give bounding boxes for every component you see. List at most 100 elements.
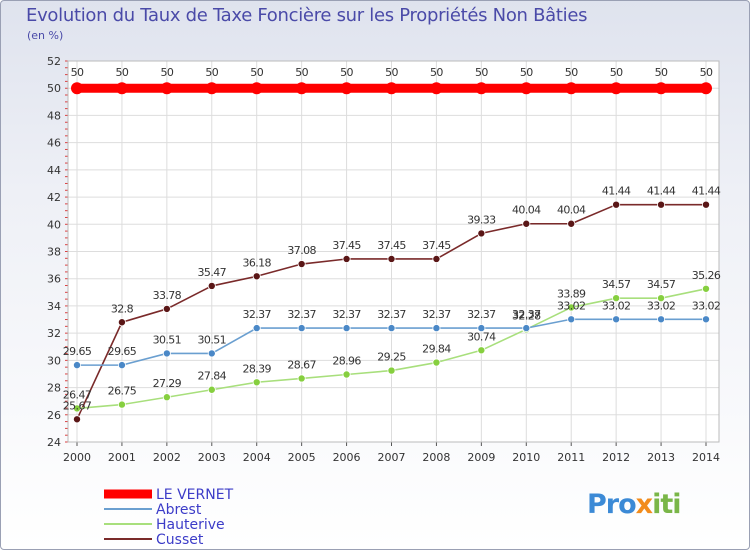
- data-point: [71, 82, 83, 95]
- y-tick-label: 28: [47, 382, 61, 395]
- data-label: 50: [295, 66, 308, 79]
- legend-label: Cusset: [156, 532, 204, 548]
- data-label: 50: [700, 66, 713, 79]
- data-point: [162, 393, 171, 402]
- data-label: 50: [565, 66, 578, 79]
- data-label: 29.65: [108, 345, 137, 358]
- y-tick-label: 36: [47, 273, 61, 286]
- x-tick-label: 2010: [512, 451, 540, 464]
- data-label: 40.04: [512, 204, 541, 217]
- data-point: [340, 82, 353, 95]
- x-tick-label: 2011: [557, 451, 585, 464]
- data-label: 41.44: [647, 185, 676, 198]
- logo-part: x: [635, 489, 653, 520]
- data-point: [657, 200, 666, 209]
- data-point: [477, 346, 486, 355]
- data-label: 33.02: [647, 299, 676, 312]
- data-label: 33.78: [153, 289, 182, 302]
- data-label: 33.02: [602, 299, 631, 312]
- data-point: [73, 361, 82, 370]
- data-label: 33.02: [557, 299, 586, 312]
- data-point: [207, 385, 216, 394]
- data-point: [117, 400, 126, 409]
- data-point: [567, 303, 576, 312]
- unit-label: (en %): [27, 29, 64, 42]
- data-label: 41.44: [602, 185, 631, 198]
- data-point: [657, 315, 666, 324]
- y-tick-label: 44: [47, 164, 61, 177]
- y-tick-label: 30: [47, 354, 61, 367]
- data-point: [612, 315, 621, 324]
- y-tick-label: 48: [47, 109, 61, 122]
- data-point: [252, 378, 261, 387]
- data-point: [565, 82, 578, 95]
- data-point: [250, 82, 263, 95]
- data-label: 50: [430, 66, 443, 79]
- data-label: 50: [520, 66, 533, 79]
- x-tick-label: 2012: [602, 451, 630, 464]
- data-label: 50: [205, 66, 218, 79]
- data-label: 50: [475, 66, 488, 79]
- data-label: 37.45: [377, 239, 406, 252]
- data-label: 32.28: [512, 309, 541, 322]
- data-point: [207, 349, 216, 358]
- data-point: [612, 200, 621, 209]
- data-label: 36.18: [242, 256, 271, 269]
- data-point: [342, 254, 351, 263]
- data-label: 34.57: [647, 278, 676, 291]
- data-point: [432, 254, 441, 263]
- data-label: 32.37: [287, 308, 316, 321]
- x-tick-label: 2014: [692, 451, 720, 464]
- x-tick-label: 2001: [108, 451, 136, 464]
- data-point: [430, 82, 443, 95]
- data-point: [385, 82, 398, 95]
- data-point: [475, 82, 488, 95]
- data-point: [162, 349, 171, 358]
- y-tick-label: 26: [47, 409, 61, 422]
- data-label: 32.37: [377, 308, 406, 321]
- data-label: 50: [160, 66, 173, 79]
- data-label: 50: [610, 66, 623, 79]
- x-tick-label: 2003: [198, 451, 226, 464]
- data-label: 30.74: [467, 330, 496, 343]
- x-tick-label: 2008: [422, 451, 450, 464]
- data-label: 50: [250, 66, 263, 79]
- data-point: [432, 324, 441, 333]
- y-tick-label: 42: [47, 191, 61, 204]
- data-point: [702, 284, 711, 293]
- data-point: [477, 229, 486, 238]
- data-point: [342, 324, 351, 333]
- data-label: 37.45: [332, 239, 361, 252]
- data-point: [297, 260, 306, 269]
- data-label: 35.47: [198, 266, 227, 279]
- data-label: 32.37: [332, 308, 361, 321]
- y-tick-label: 24: [47, 436, 61, 449]
- data-point: [252, 272, 261, 281]
- data-label: 29.25: [377, 351, 406, 364]
- data-label: 50: [340, 66, 353, 79]
- x-tick-label: 2013: [647, 451, 675, 464]
- y-tick-label: 46: [47, 137, 61, 150]
- legend-label: Abrest: [156, 502, 202, 518]
- data-point: [522, 324, 531, 333]
- data-point: [612, 294, 621, 303]
- data-point: [702, 315, 711, 324]
- data-label: 28.39: [242, 362, 271, 375]
- data-label: 32.37: [242, 308, 271, 321]
- y-tick-label: 50: [47, 82, 61, 95]
- data-label: 32.37: [467, 308, 496, 321]
- data-point: [655, 82, 668, 95]
- data-label: 29.84: [422, 343, 451, 356]
- data-point: [700, 82, 712, 95]
- data-point: [207, 281, 216, 290]
- data-point: [387, 254, 396, 263]
- legend-label: LE VERNET: [156, 487, 234, 503]
- x-tick-label: 2005: [288, 451, 316, 464]
- data-label: 27.29: [153, 377, 182, 390]
- data-label: 34.57: [602, 278, 631, 291]
- data-label: 30.51: [153, 333, 182, 346]
- data-label: 33.89: [557, 287, 586, 300]
- data-point: [520, 82, 533, 95]
